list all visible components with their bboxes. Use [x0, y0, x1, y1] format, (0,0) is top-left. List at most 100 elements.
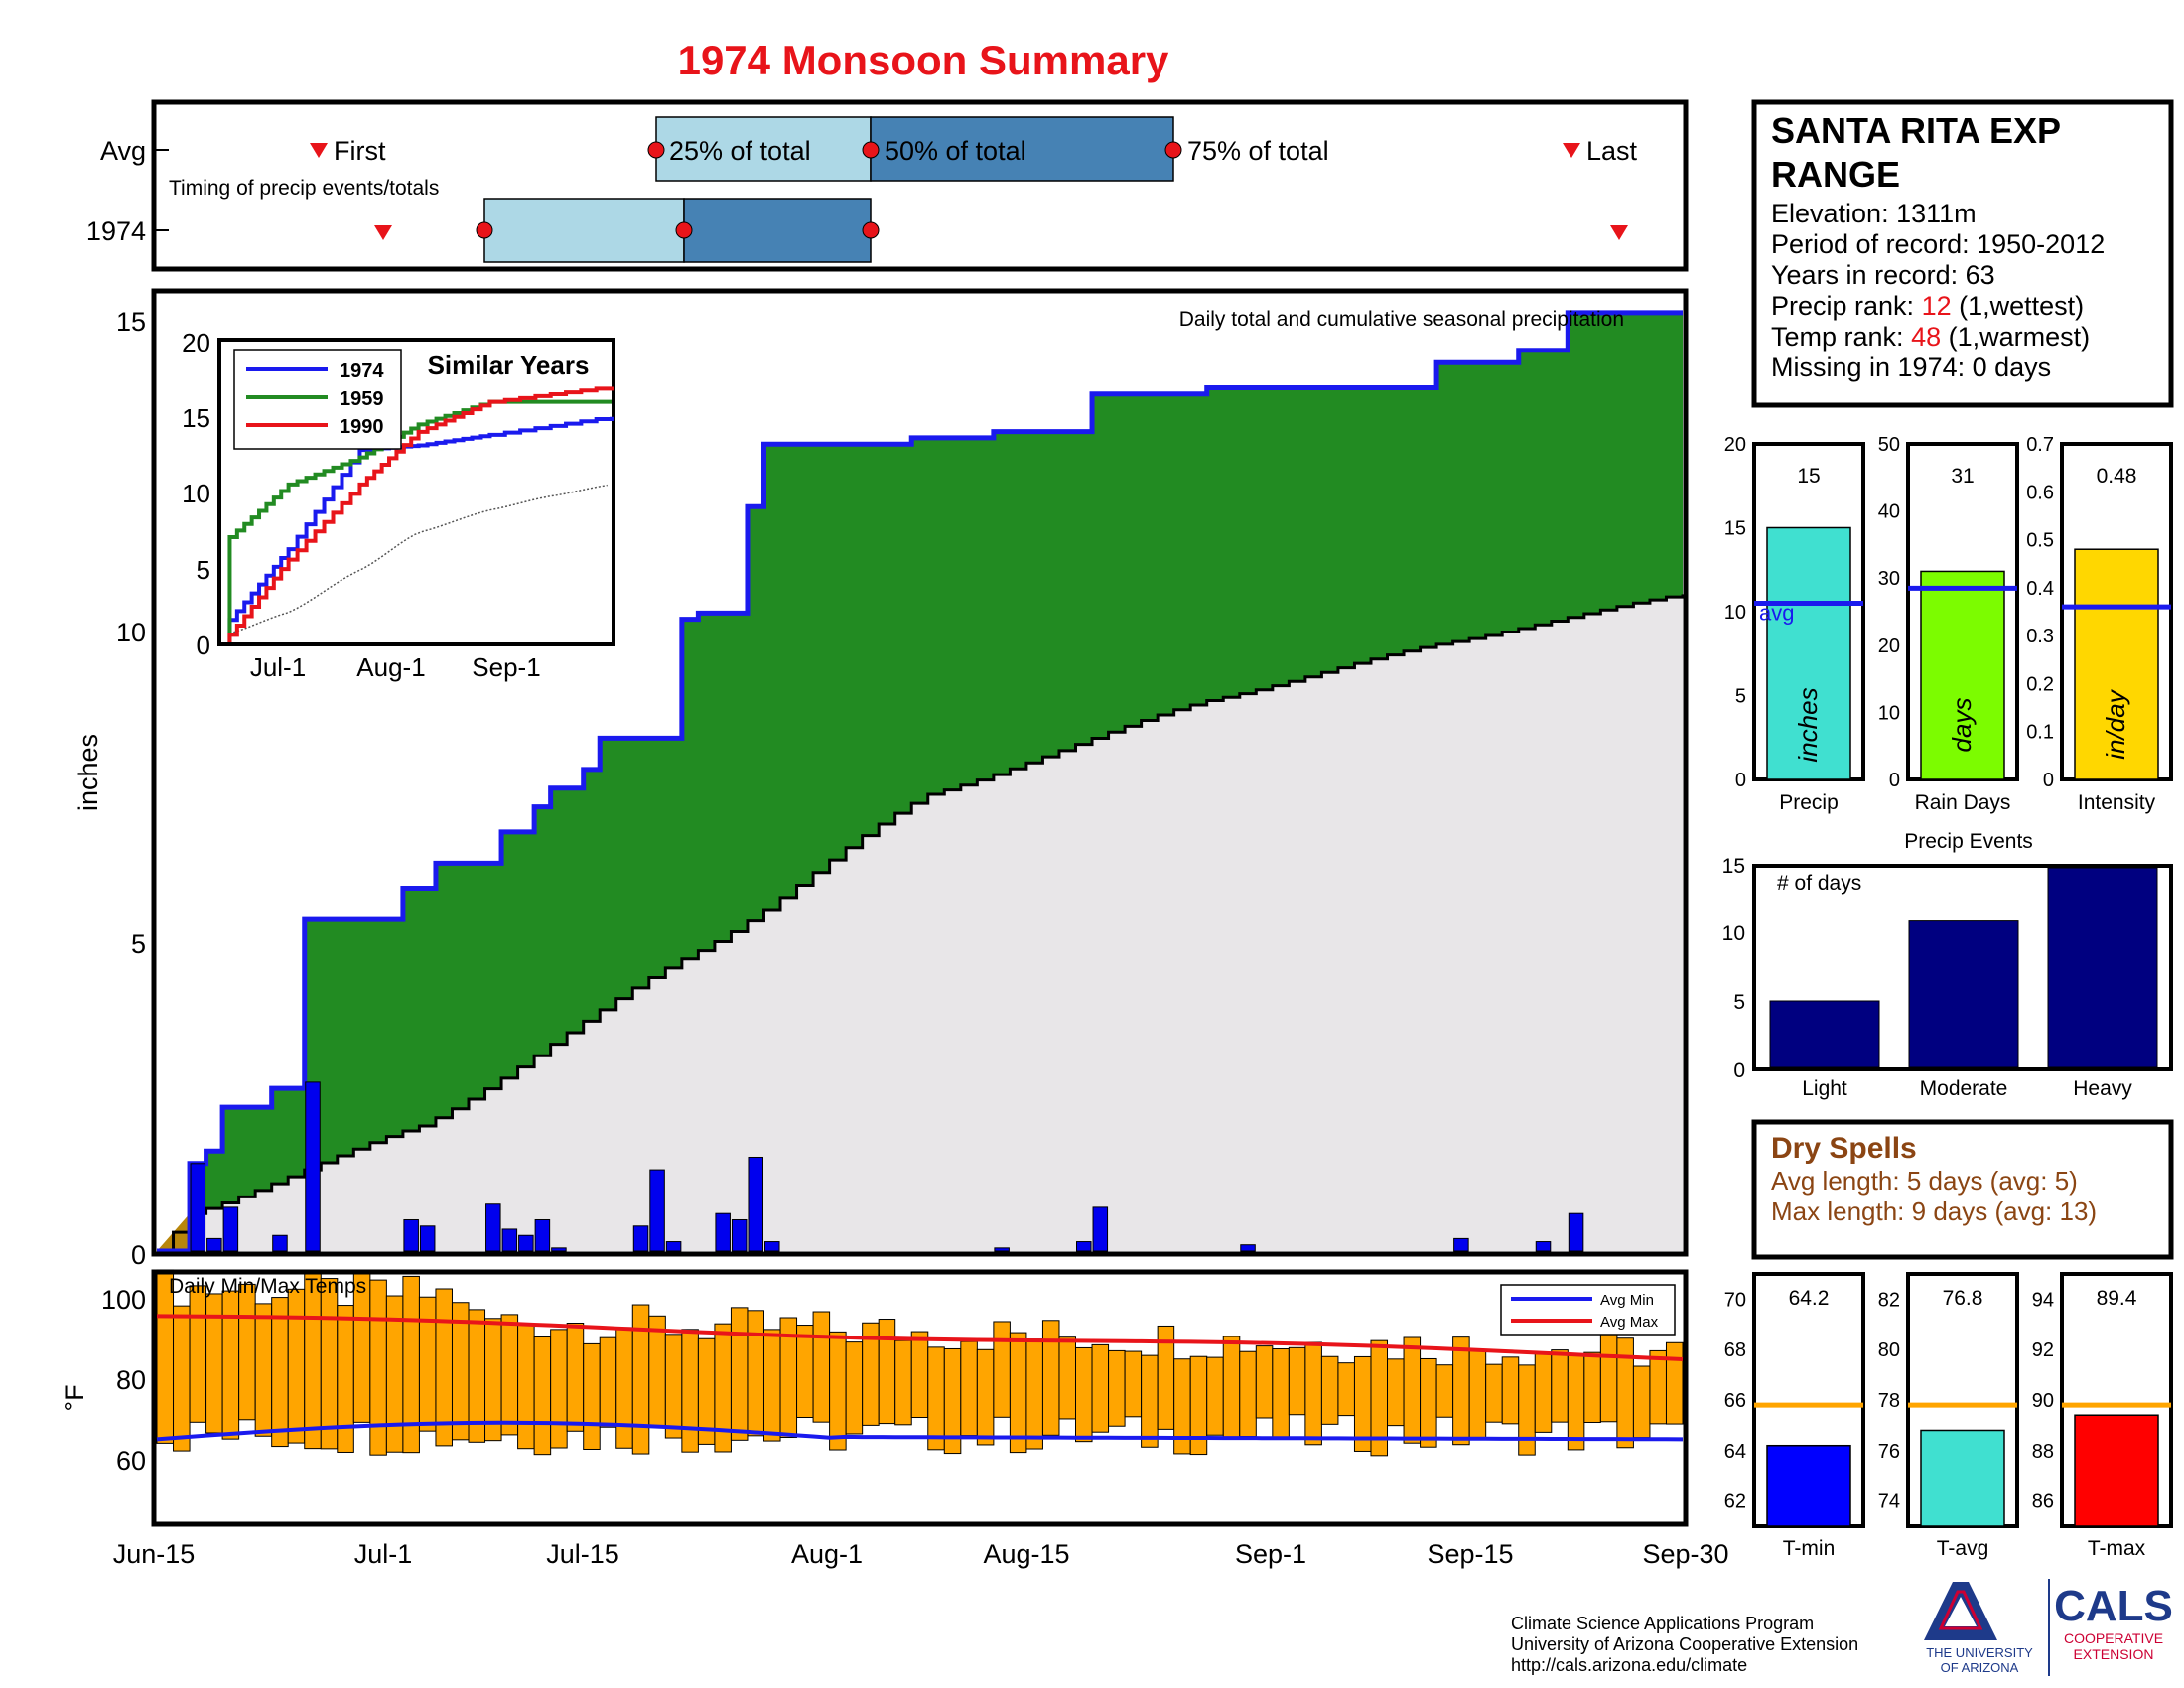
daily-precip-bar [272, 1234, 288, 1252]
rain_days-ytick: 50 [1878, 434, 1900, 456]
daily-temp-bar [271, 1297, 289, 1448]
daily-temp-bar [796, 1325, 814, 1419]
daily-temp-bar [1501, 1356, 1520, 1425]
daily-temp-bar [829, 1331, 847, 1451]
year-25-marker [476, 221, 493, 239]
daily-temp-bar [1304, 1341, 1322, 1446]
dry-spells-panel: Dry Spells Avg length: 5 days (avg: 5) M… [1751, 1119, 2174, 1260]
intensity-label: Intensity [2078, 791, 2156, 814]
tavg-ytick: 82 [1878, 1289, 1900, 1311]
daily-temp-bar [1206, 1356, 1224, 1436]
temperature-chart: Daily Min/Max Temps °F 100 80 60 Avg Min… [60, 1269, 1689, 1527]
legend-label-1974: 1974 [340, 360, 384, 382]
daily-temp-bar [1420, 1357, 1437, 1448]
above-average-fill [157, 312, 1683, 1251]
temp-ytick-60: 60 [116, 1446, 146, 1476]
daily-precip-bar [649, 1169, 665, 1252]
inset-xtick-aug: Aug-1 [356, 652, 425, 682]
daily-temp-bar [1551, 1349, 1569, 1423]
inset-ytick-0: 0 [197, 631, 210, 660]
inset-xtick-sep: Sep-1 [472, 652, 540, 682]
temp-plot-area [156, 1269, 1684, 1457]
avg-50-label: 50% of total [885, 136, 1026, 166]
daily-temp-bar [762, 1329, 781, 1442]
temp-ylabel: °F [60, 1384, 89, 1411]
legend-avg-max: Avg Max [1600, 1314, 1659, 1331]
daily-temp-bar [550, 1329, 568, 1449]
daily-precip-bar [501, 1228, 518, 1252]
timing-row-avg-label: Avg [100, 136, 146, 166]
tmin-label: T-min [1783, 1537, 1836, 1560]
avg-first-marker [310, 143, 328, 158]
daily-temp-bar [927, 1346, 945, 1451]
inset-average-line [229, 484, 608, 634]
avg-last-marker [1563, 143, 1580, 158]
daily-temp-bar [878, 1319, 896, 1425]
intensity-unit: in/day [2101, 688, 2130, 759]
tmin-ytick: 68 [1724, 1339, 1746, 1361]
daily-temp-bar [599, 1336, 617, 1428]
daily-temp-bar [894, 1339, 912, 1426]
inset-xtick-jul: Jul-1 [250, 652, 306, 682]
main-precip-chart: Daily total and cumulative seasonal prec… [73, 288, 1689, 1270]
precip-events-plot: Light Moderate Heavy [1769, 867, 2158, 1100]
tmin-ytick: 66 [1724, 1390, 1746, 1412]
avg-max-line [156, 1314, 1684, 1361]
daily-temp-bar [1025, 1338, 1043, 1450]
intensity-ytick: 0.3 [2026, 626, 2054, 647]
rain_days-ytick: 40 [1878, 501, 1900, 523]
daily-precip-bar [1240, 1244, 1256, 1252]
tmax-ytick: 92 [2032, 1339, 2054, 1361]
daily-temp-bar [1108, 1349, 1126, 1427]
precip-events-title: Precip Events [1904, 830, 2033, 853]
daily-temp-bar [960, 1340, 978, 1437]
daily-precip-bar [222, 1206, 239, 1252]
timing-row-year-label: 1974 [86, 216, 146, 246]
precip-label: Precip [1779, 791, 1839, 814]
daily-temp-bar [287, 1288, 306, 1444]
dry-spells-title: Dry Spells [1771, 1132, 1917, 1165]
timing-panel: Avg 1974 Timing of precip events/totals … [86, 99, 1689, 272]
daily-precip-bar [1568, 1212, 1584, 1252]
daily-precip-bar [1076, 1241, 1092, 1252]
daily-temp-bar [812, 1311, 831, 1423]
daily-temp-bar [1616, 1337, 1634, 1449]
xtick-jul15: Jul-15 [546, 1539, 619, 1569]
cals-logo: CALS COOPERATIVE EXTENSION [2054, 1582, 2173, 1662]
daily-temp-bar [1239, 1350, 1257, 1438]
precip-unit: inches [1793, 687, 1823, 762]
event-bar-moderate [1908, 920, 2019, 1068]
xtick-aug15: Aug-15 [983, 1539, 1069, 1569]
tavg-value: 76.8 [1943, 1287, 1983, 1310]
tmax-ytick: 90 [2032, 1390, 2054, 1412]
daily-temp-bar [1485, 1363, 1503, 1423]
daily-temp-bar [1272, 1348, 1290, 1440]
rain_days-ytick: 30 [1878, 568, 1900, 590]
temp-summary-bars: 64.2 T-min 62 64 66 68 70 76.8 T-avg 74 76 78 80 82 89… [1724, 1272, 2173, 1560]
average-cumulative-fill [157, 594, 1683, 1251]
daily-temp-bar [1649, 1349, 1667, 1425]
daily-precip-bar [551, 1247, 567, 1252]
event-label-light: Light [1802, 1077, 1847, 1100]
avg-50-marker [862, 141, 880, 159]
daily-temp-bar [845, 1341, 864, 1435]
events-ytick-10: 10 [1722, 922, 1745, 945]
daily-temp-bar [1337, 1362, 1355, 1417]
daily-temp-bar [1632, 1365, 1651, 1439]
tmin-bar [1766, 1444, 1851, 1527]
intensity-ytick: 0.4 [2026, 578, 2054, 600]
daily-precip-bar [534, 1218, 551, 1252]
university-of-arizona-logo: THE UNIVERSITY OF ARIZONA [1924, 1582, 2033, 1675]
daily-temp-bar [189, 1285, 207, 1423]
intensity-ytick: 0 [2043, 770, 2054, 791]
dry-spells-max: Max length: 9 days (avg: 13) [1771, 1196, 2097, 1226]
tavg-bar [1920, 1429, 2005, 1527]
footer-line1: Climate Science Applications Program [1511, 1614, 1814, 1633]
daily-precip-bar [305, 1081, 321, 1252]
daily-temp-bar [1583, 1351, 1601, 1423]
rain_days-label: Rain Days [1915, 791, 2011, 814]
daily-temp-bar [1058, 1336, 1077, 1420]
station-name-2: RANGE [1771, 154, 1900, 195]
events-ytick-15: 15 [1722, 855, 1745, 878]
daily-temp-bar [583, 1342, 601, 1450]
